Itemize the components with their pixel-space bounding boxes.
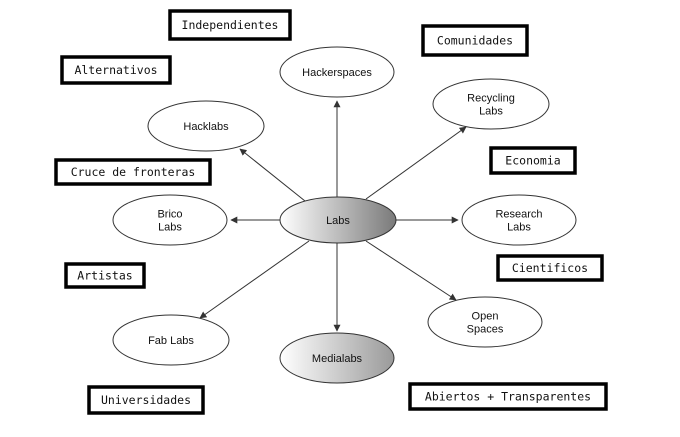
tag-artistas: Artistas — [64, 262, 146, 289]
tag-cruce-de-fronteras-label: Cruce de fronteras — [71, 165, 196, 179]
node-medialabs-shape — [279, 332, 395, 384]
nodes-layer: HackerspacesRecyclingLabsResearchLabsOpe… — [112, 46, 577, 384]
tag-cruce-de-fronteras-box — [54, 158, 212, 186]
tag-comunidades: Comunidades — [421, 24, 529, 57]
tag-alternativos-label: Alternativos — [74, 63, 157, 77]
node-brico-labs-shape — [112, 194, 228, 246]
node-hackerspaces-shape — [279, 46, 395, 98]
edge-labs-to-open-spaces — [365, 240, 457, 301]
node-hacklabs-label: Hacklabs — [183, 121, 229, 133]
tag-cruce-de-fronteras: Cruce de fronteras — [54, 158, 212, 186]
edge-labs-to-hacklabs — [239, 148, 306, 202]
node-recycling-labs-label: Recycling — [467, 93, 515, 105]
tag-universidades-label: Universidades — [101, 393, 191, 407]
tag-cientificos-label: Cientificos — [512, 261, 588, 275]
tag-cientificos-box — [496, 254, 604, 282]
tag-universidades-box — [87, 385, 205, 415]
node-research-labs-label: Research — [495, 209, 542, 221]
node-fab-labs: Fab Labs — [112, 314, 230, 366]
edge-labs-to-fab-labs — [199, 240, 310, 319]
tag-comunidades-label: Comunidades — [437, 34, 513, 48]
node-recycling-labs-shape — [432, 78, 550, 130]
tag-independientes-box — [168, 9, 292, 41]
tag-universidades: Universidades — [87, 385, 205, 415]
tag-independientes-label: Independientes — [182, 18, 279, 32]
tag-artistas-label: Artistas — [77, 269, 132, 283]
tag-comunidades-box — [421, 24, 529, 57]
node-labs-shape — [279, 196, 397, 244]
node-labs-label: Labs — [326, 215, 350, 227]
node-medialabs: Medialabs — [279, 332, 395, 384]
tag-independientes: Independientes — [168, 9, 292, 41]
tag-economia-label: Economia — [505, 154, 560, 168]
tag-alternativos-box — [60, 55, 172, 85]
node-hackerspaces: Hackerspaces — [279, 46, 395, 98]
node-open-spaces-shape — [427, 296, 543, 348]
tag-alternativos: Alternativos — [60, 55, 172, 85]
edges-layer — [199, 100, 467, 332]
tag-artistas-box — [64, 262, 146, 289]
node-open-spaces-label: Open — [472, 311, 499, 323]
node-hackerspaces-label: Hackerspaces — [302, 67, 372, 79]
tag-economia: Economia — [489, 146, 577, 175]
node-medialabs-label: Medialabs — [312, 353, 363, 365]
tag-cientificos: Cientificos — [496, 254, 604, 282]
node-hacklabs: Hacklabs — [147, 100, 265, 152]
node-fab-labs-shape — [112, 314, 230, 366]
tags-layer: Independientes Comunidades Alternativos Eco… — [54, 9, 608, 415]
node-brico-labs-label: Brico — [157, 209, 182, 221]
node-hacklabs-shape — [147, 100, 265, 152]
edge-labs-to-recycling-labs — [365, 126, 467, 200]
node-research-labs-shape — [461, 194, 577, 246]
node-labs: Labs — [279, 196, 397, 244]
node-brico-labs-label: Labs — [158, 222, 182, 234]
tag-abiertos-transparentes-box — [408, 382, 608, 411]
tag-economia-box — [489, 146, 577, 175]
tag-abiertos-transparentes-label: Abiertos + Transparentes — [425, 390, 591, 404]
node-recycling-labs-label: Labs — [479, 106, 503, 118]
node-open-spaces-label: Spaces — [467, 324, 504, 336]
node-research-labs-label: Labs — [507, 222, 531, 234]
tag-abiertos-transparentes: Abiertos + Transparentes — [408, 382, 608, 411]
node-fab-labs-label: Fab Labs — [148, 335, 194, 347]
